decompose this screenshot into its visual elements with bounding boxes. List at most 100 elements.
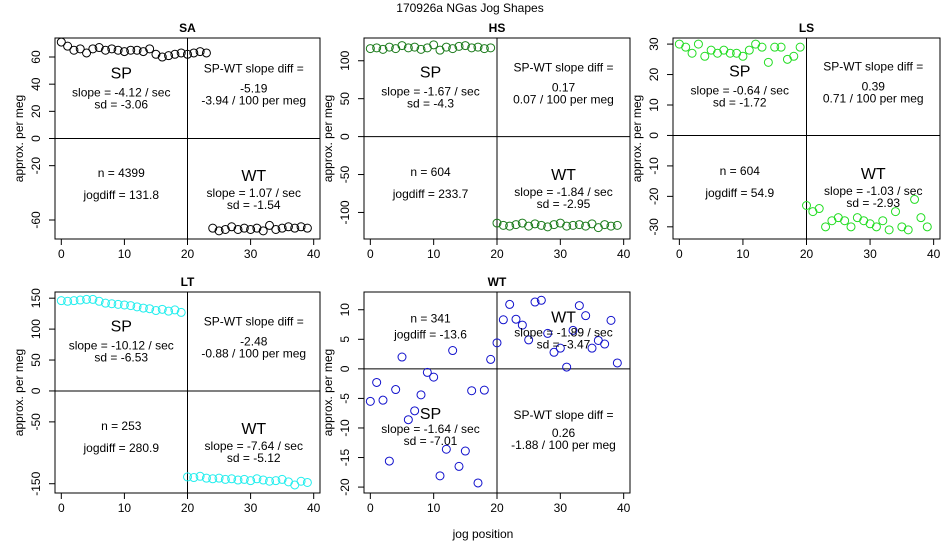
slope-diff-per-meg: -0.88 / 100 per meg	[201, 346, 306, 360]
data-point	[227, 474, 237, 484]
wt-sd: sd = -3.47	[537, 337, 591, 351]
data-point	[56, 296, 66, 306]
data-point	[157, 304, 167, 314]
data-point	[543, 222, 553, 232]
sp-label: SP	[111, 318, 132, 335]
data-point	[725, 48, 735, 58]
panel-wt: WT 0 10 20 30 40 -20 -15 -10 -5 0 5 10 approx. per me…	[321, 275, 631, 515]
slope-diff-per-meg: 0.07 / 100 per meg	[513, 92, 614, 106]
data-point	[132, 302, 142, 312]
x-tick-label: 30	[554, 501, 568, 515]
data-point	[543, 328, 553, 338]
x-tick-label: 20	[800, 247, 814, 261]
data-point	[372, 377, 382, 387]
data-point	[568, 325, 578, 335]
data-point	[871, 222, 881, 232]
x-tick-label: 10	[736, 247, 750, 261]
y-tick-label: -20	[29, 157, 43, 175]
data-point	[151, 306, 161, 316]
data-point	[498, 315, 508, 325]
data-point	[119, 47, 129, 57]
data-point	[454, 461, 464, 471]
y-tick-label: -60	[29, 211, 43, 229]
data-point	[239, 474, 249, 484]
data-point	[479, 385, 489, 395]
data-point	[214, 226, 224, 236]
data-point	[233, 224, 243, 234]
wt-label: WT	[861, 166, 886, 183]
data-point	[208, 223, 218, 233]
data-point	[916, 213, 926, 223]
y-tick-label: 50	[338, 92, 352, 106]
sp-label: SP	[420, 64, 441, 81]
data-point	[467, 386, 477, 396]
data-point	[473, 478, 483, 488]
jogdiff: jogdiff = 54.9	[704, 186, 774, 200]
data-point	[258, 475, 268, 485]
data-point	[208, 474, 218, 484]
sp-slope: slope = -0.64 / sec	[691, 84, 789, 98]
slope-diff-title: SP-WT slope diff =	[823, 60, 923, 74]
data-point	[82, 294, 92, 304]
data-point	[878, 216, 888, 226]
data-point	[265, 476, 275, 486]
data-point	[744, 45, 754, 55]
data-point	[384, 456, 394, 466]
data-point	[201, 473, 211, 483]
x-tick-label: 40	[927, 247, 941, 261]
y-tick-label: -5	[338, 393, 352, 404]
data-point	[600, 339, 610, 349]
n-count: n = 341	[410, 311, 451, 325]
sp-sd: sd = -1.72	[713, 96, 767, 110]
slope-diff-value: 0.26	[552, 426, 576, 440]
wt-sd: sd = -1.54	[227, 198, 281, 212]
data-point	[524, 335, 534, 345]
panel-title: WT	[488, 275, 507, 289]
data-point	[574, 301, 584, 311]
data-point	[365, 396, 375, 406]
data-point	[365, 44, 375, 54]
data-point	[903, 225, 913, 235]
data-point	[201, 48, 211, 58]
y-tick-label: -15	[338, 449, 352, 467]
data-point	[416, 44, 426, 54]
data-point	[429, 40, 439, 50]
data-point	[69, 296, 79, 306]
figure-title: 170926a NGas Jog Shapes	[396, 1, 543, 15]
data-point	[555, 343, 565, 353]
data-point	[271, 476, 281, 486]
x-tick-label: 30	[244, 501, 258, 515]
data-point	[75, 295, 85, 305]
data-point	[252, 223, 262, 233]
data-point	[100, 45, 110, 55]
wt-sd: sd = -2.95	[537, 197, 591, 211]
data-point	[505, 299, 515, 309]
x-tick-label: 20	[490, 247, 504, 261]
y-tick-label: 0	[338, 365, 352, 372]
data-point	[227, 222, 237, 232]
data-point	[107, 44, 117, 54]
data-point	[536, 295, 546, 305]
data-point	[233, 475, 243, 485]
panel-lt: LT 0 10 20 30 40 -150 -50 0 50 100 150 approx. per m…	[12, 275, 321, 515]
slope-diff-value: -5.19	[240, 81, 268, 95]
data-point	[63, 296, 73, 306]
data-point	[183, 49, 192, 59]
panel-sa: SA 0 10 20 30 40 -60 -20 0 20 40 60 approx. per meg S…	[12, 21, 321, 261]
slope-diff-title: SP-WT slope diff =	[204, 61, 304, 75]
data-point	[574, 220, 584, 230]
sp-label: SP	[111, 65, 132, 82]
sp-label: SP	[420, 406, 441, 423]
sp-sd: sd = -4.3	[407, 96, 454, 110]
data-point	[176, 48, 186, 58]
data-point	[302, 477, 312, 487]
data-point	[100, 298, 110, 308]
sp-sd: sd = -6.53	[94, 350, 148, 364]
data-point	[157, 52, 167, 62]
y-tick-label: 10	[647, 98, 661, 112]
y-tick-label: 100	[338, 50, 352, 70]
data-point	[296, 222, 306, 232]
data-point	[94, 296, 104, 306]
data-point	[687, 48, 697, 58]
